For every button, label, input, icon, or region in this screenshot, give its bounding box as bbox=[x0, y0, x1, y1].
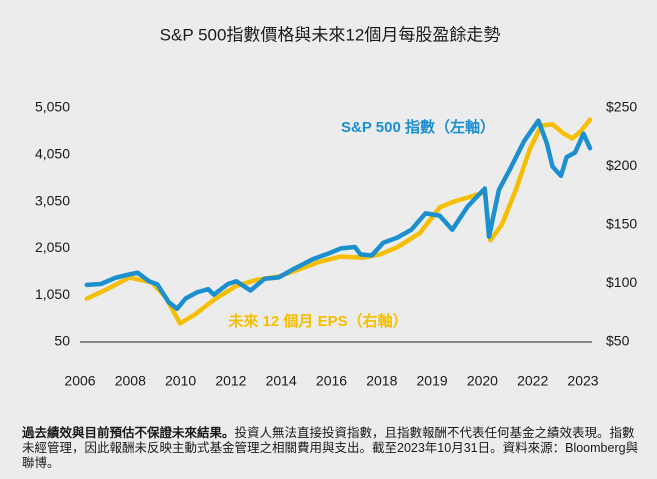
chart: S&P 500指數價格與未來12個月每股盈餘走勢 2023 2022 2020 201… bbox=[35, 25, 637, 389]
x-tick-label: 2012 bbox=[215, 373, 246, 389]
x-tick-label: 2008 bbox=[115, 373, 146, 389]
x-tick-label: 2020 bbox=[467, 373, 498, 389]
y-tick-label: 3,050 bbox=[35, 192, 70, 208]
x-tick-label: 2023 bbox=[567, 373, 598, 389]
y-tick-label: 1,050 bbox=[35, 286, 70, 302]
y-tick-label: 2,050 bbox=[35, 239, 70, 255]
footnote-text: 投資人無法直接投資指數，且指數報酬不代表任何基金之績效表現。指數未經管理，因此報… bbox=[22, 426, 639, 470]
footnote-bold: 過去績效與目前預估不保證未來結果。 bbox=[22, 426, 235, 440]
footnote: 過去績效與目前預估不保證未來結果。投資人無法直接投資指數，且指數報酬不代表任何基… bbox=[22, 426, 647, 471]
y2-tick-label: $150 bbox=[606, 216, 637, 232]
y2-tick-label: $250 bbox=[606, 99, 637, 115]
x-tick-label: 2006 bbox=[64, 373, 95, 389]
y2-tick-label: $50 bbox=[606, 333, 630, 349]
series-line bbox=[84, 118, 593, 312]
x-tick-label: 2019 bbox=[417, 373, 448, 389]
annotation: S&P 500 指數（左軸） bbox=[341, 118, 495, 136]
x-tick-label: 2014 bbox=[266, 373, 297, 389]
y-tick-label: 5,050 bbox=[35, 99, 70, 115]
x-tick-label: 2018 bbox=[366, 373, 397, 389]
y2-tick-label: $100 bbox=[606, 274, 637, 290]
annotation: 未來 12 個月 EPS（右軸） bbox=[227, 312, 407, 330]
x-tick-label: 2022 bbox=[517, 373, 548, 389]
chart-title: S&P 500指數價格與未來12個月每股盈餘走勢 bbox=[160, 25, 501, 44]
y2-tick-label: $200 bbox=[606, 157, 637, 173]
x-tick-label: 2010 bbox=[165, 373, 196, 389]
y-tick-label: 4,050 bbox=[35, 146, 70, 162]
x-tick-label: 2016 bbox=[316, 373, 347, 389]
y-tick-label: 50 bbox=[54, 333, 70, 349]
